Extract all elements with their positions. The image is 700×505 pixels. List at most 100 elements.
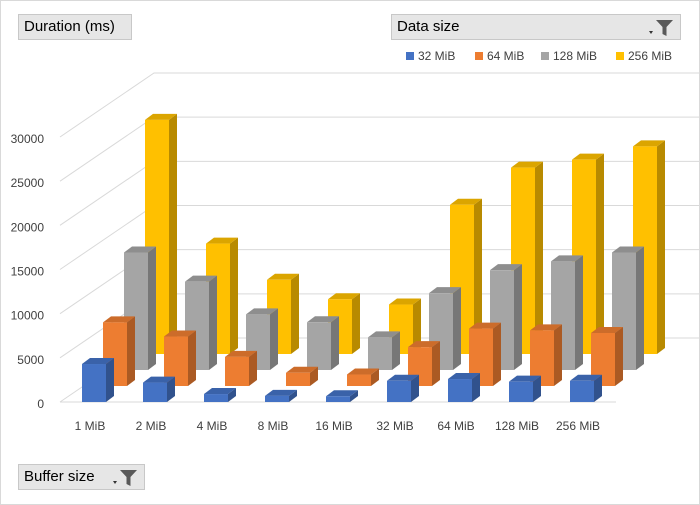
bar-side <box>350 390 358 402</box>
bar-side <box>575 255 583 370</box>
bar-top <box>570 374 602 381</box>
bar-side <box>474 198 482 354</box>
bar-side <box>291 273 299 354</box>
x-tick-label: 128 MiB <box>495 419 539 433</box>
bar-front <box>225 356 249 386</box>
y-tick-label: 30000 <box>11 132 45 146</box>
x-tick-label: 16 MiB <box>315 419 352 433</box>
x-tick-label: 4 MiB <box>197 419 228 433</box>
bar-side <box>392 331 400 370</box>
y-tick-label: 0 <box>37 397 44 411</box>
bar-top <box>143 376 175 383</box>
bar-side <box>594 374 602 402</box>
y-tick-label: 15000 <box>11 265 45 279</box>
data-size-filter-button[interactable]: Data size <box>391 14 681 40</box>
bar-front <box>265 395 289 402</box>
bar-side <box>331 316 339 370</box>
bar-128mib-16mib[interactable] <box>368 331 400 370</box>
y-tick-label: 5000 <box>17 353 44 367</box>
bar-32mib-32mib[interactable] <box>387 374 419 402</box>
bar-front <box>570 380 594 402</box>
bar-top <box>185 275 217 282</box>
bar-top <box>530 324 562 331</box>
bar-top <box>511 161 543 168</box>
bar-32mib-128mib[interactable] <box>509 375 541 402</box>
legend-item-32mib[interactable]: 32 MiB <box>406 49 455 63</box>
bar-side <box>472 373 480 402</box>
bar-side <box>270 308 278 370</box>
bar-top <box>82 358 114 365</box>
y-axis-ticks: 0 5000 10000 15000 20000 25000 30000 <box>11 132 45 411</box>
bar-32mib-256mib[interactable] <box>570 374 602 402</box>
bar-64mib-16mib[interactable] <box>347 368 379 386</box>
bar-128mib-32mib[interactable] <box>429 287 461 370</box>
bar-top <box>387 374 419 381</box>
bar-32mib-16mib[interactable] <box>326 390 358 402</box>
bar-front <box>286 372 310 386</box>
bar-top <box>246 308 278 315</box>
x-tick-label: 256 MiB <box>556 419 600 433</box>
bar-side <box>188 330 196 386</box>
bar-top <box>469 322 501 329</box>
bar-side <box>453 287 461 370</box>
filter-icon <box>113 470 137 486</box>
x-axis-ticks: 1 MiB 2 MiB 4 MiB 8 MiB 16 MiB 32 MiB 64 MiB 12… <box>75 419 600 433</box>
duration-field-button[interactable]: Duration (ms) <box>18 14 132 40</box>
bar-32mib-8mib[interactable] <box>265 389 297 402</box>
data-size-filter-label: Data size <box>397 18 460 35</box>
bar-32mib-1mib[interactable] <box>82 358 114 402</box>
bar-top <box>490 264 522 271</box>
bar-side <box>615 327 623 386</box>
bar-top <box>408 341 440 348</box>
bar-side <box>432 341 440 386</box>
buffer-size-filter-button[interactable]: Buffer size <box>18 464 145 490</box>
bar-64mib-32mib[interactable] <box>408 341 440 386</box>
bar-64mib-4mib[interactable] <box>225 350 257 386</box>
legend-swatch-32mib <box>406 52 414 60</box>
bar-front <box>143 382 167 402</box>
bar-64mib-8mib[interactable] <box>286 366 318 386</box>
x-tick-label: 64 MiB <box>437 419 474 433</box>
bar-top <box>429 287 461 294</box>
bar-side <box>371 368 379 386</box>
bar-128mib-8mib[interactable] <box>307 316 339 370</box>
bar-top <box>591 327 623 333</box>
legend-swatch-64mib <box>475 52 483 60</box>
legend-item-256mib[interactable]: 256 MiB <box>616 49 672 63</box>
bar-side <box>228 388 236 402</box>
bar-front <box>82 364 106 402</box>
bar-side <box>533 375 541 402</box>
bar-256mib-64mib[interactable] <box>511 161 543 354</box>
bar-top <box>145 113 177 120</box>
bar-side <box>514 264 522 370</box>
bar-front <box>368 337 392 370</box>
y-tick-label: 20000 <box>11 220 45 234</box>
legend-label-32mib: 32 MiB <box>418 49 456 63</box>
bar-side <box>169 113 177 355</box>
bar-side <box>167 376 175 402</box>
bar-side <box>636 246 644 370</box>
bar-side <box>289 389 297 402</box>
bar-32mib-64mib[interactable] <box>448 373 480 402</box>
buffer-size-filter-label: Buffer size <box>24 468 95 485</box>
bar-32mib-4mib[interactable] <box>204 388 236 402</box>
bar-side <box>127 316 135 386</box>
bar-32mib-2mib[interactable] <box>143 376 175 402</box>
bar-top <box>225 350 257 357</box>
bar-side <box>413 298 421 354</box>
legend-item-64mib[interactable]: 64 MiB <box>475 49 524 63</box>
bar-top <box>307 316 339 323</box>
bar-front <box>448 379 472 402</box>
bar-side <box>352 293 360 354</box>
bar-top <box>368 331 400 338</box>
bar-front <box>387 380 411 402</box>
bar-side <box>493 322 501 386</box>
legend-label-256mib: 256 MiB <box>628 49 673 63</box>
bar-side <box>596 153 604 354</box>
bar-128mib-2mib[interactable] <box>185 275 217 370</box>
legend-swatch-128mib <box>541 52 549 60</box>
legend-swatch-256mib <box>616 52 624 60</box>
bar-top <box>450 198 482 205</box>
legend-item-128mib[interactable]: 128 MiB <box>541 49 597 63</box>
